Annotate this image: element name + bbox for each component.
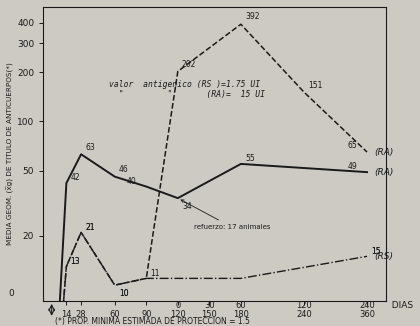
Text: 63: 63 xyxy=(85,143,95,152)
Text: 10: 10 xyxy=(119,289,129,298)
Text: 120: 120 xyxy=(296,301,312,310)
Y-axis label: MEDIA GEOM. (x̅g) DE TITULO DE ANTICUERPOS(*): MEDIA GEOM. (x̅g) DE TITULO DE ANTICUERP… xyxy=(7,63,14,245)
Text: 151: 151 xyxy=(308,81,323,90)
Text: (*) PROP. MINIMA ESTIMADA DE PROTECCION = 1.5: (*) PROP. MINIMA ESTIMADA DE PROTECCION … xyxy=(55,318,249,326)
Text: 15: 15 xyxy=(371,246,381,256)
Text: 40: 40 xyxy=(127,177,136,186)
Text: 0: 0 xyxy=(8,289,14,298)
Text: 21: 21 xyxy=(85,223,95,231)
Text: 10: 10 xyxy=(119,289,129,298)
Text: 0: 0 xyxy=(175,301,181,310)
Text: refuerzo: 17 animales: refuerzo: 17 animales xyxy=(181,200,270,230)
Text: 65: 65 xyxy=(348,141,357,150)
Text: 34: 34 xyxy=(182,202,192,211)
Text: 202: 202 xyxy=(182,60,196,69)
Text: 21: 21 xyxy=(85,223,95,231)
Text: 42: 42 xyxy=(71,173,80,182)
Text: DIAS: DIAS xyxy=(386,301,413,310)
Text: 13: 13 xyxy=(71,257,80,266)
Text: 240: 240 xyxy=(359,301,375,310)
Text: 11: 11 xyxy=(150,269,160,278)
Text: 55: 55 xyxy=(245,154,255,163)
Text: (RA): (RA) xyxy=(374,148,394,156)
Text: 13: 13 xyxy=(71,257,80,266)
Text: 30: 30 xyxy=(204,301,215,310)
Text: 49: 49 xyxy=(348,162,357,171)
Text: 46: 46 xyxy=(119,166,129,174)
Text: 15: 15 xyxy=(371,246,381,256)
Text: 60: 60 xyxy=(236,301,246,310)
Text: 392: 392 xyxy=(245,12,260,21)
Text: valor  antigenico (RS )=1.75 UI
  "         "       (RA)=  15 UI: valor antigenico (RS )=1.75 UI " " (RA)=… xyxy=(110,80,265,99)
Text: (RA): (RA) xyxy=(374,168,394,177)
Text: (RS): (RS) xyxy=(374,252,394,261)
